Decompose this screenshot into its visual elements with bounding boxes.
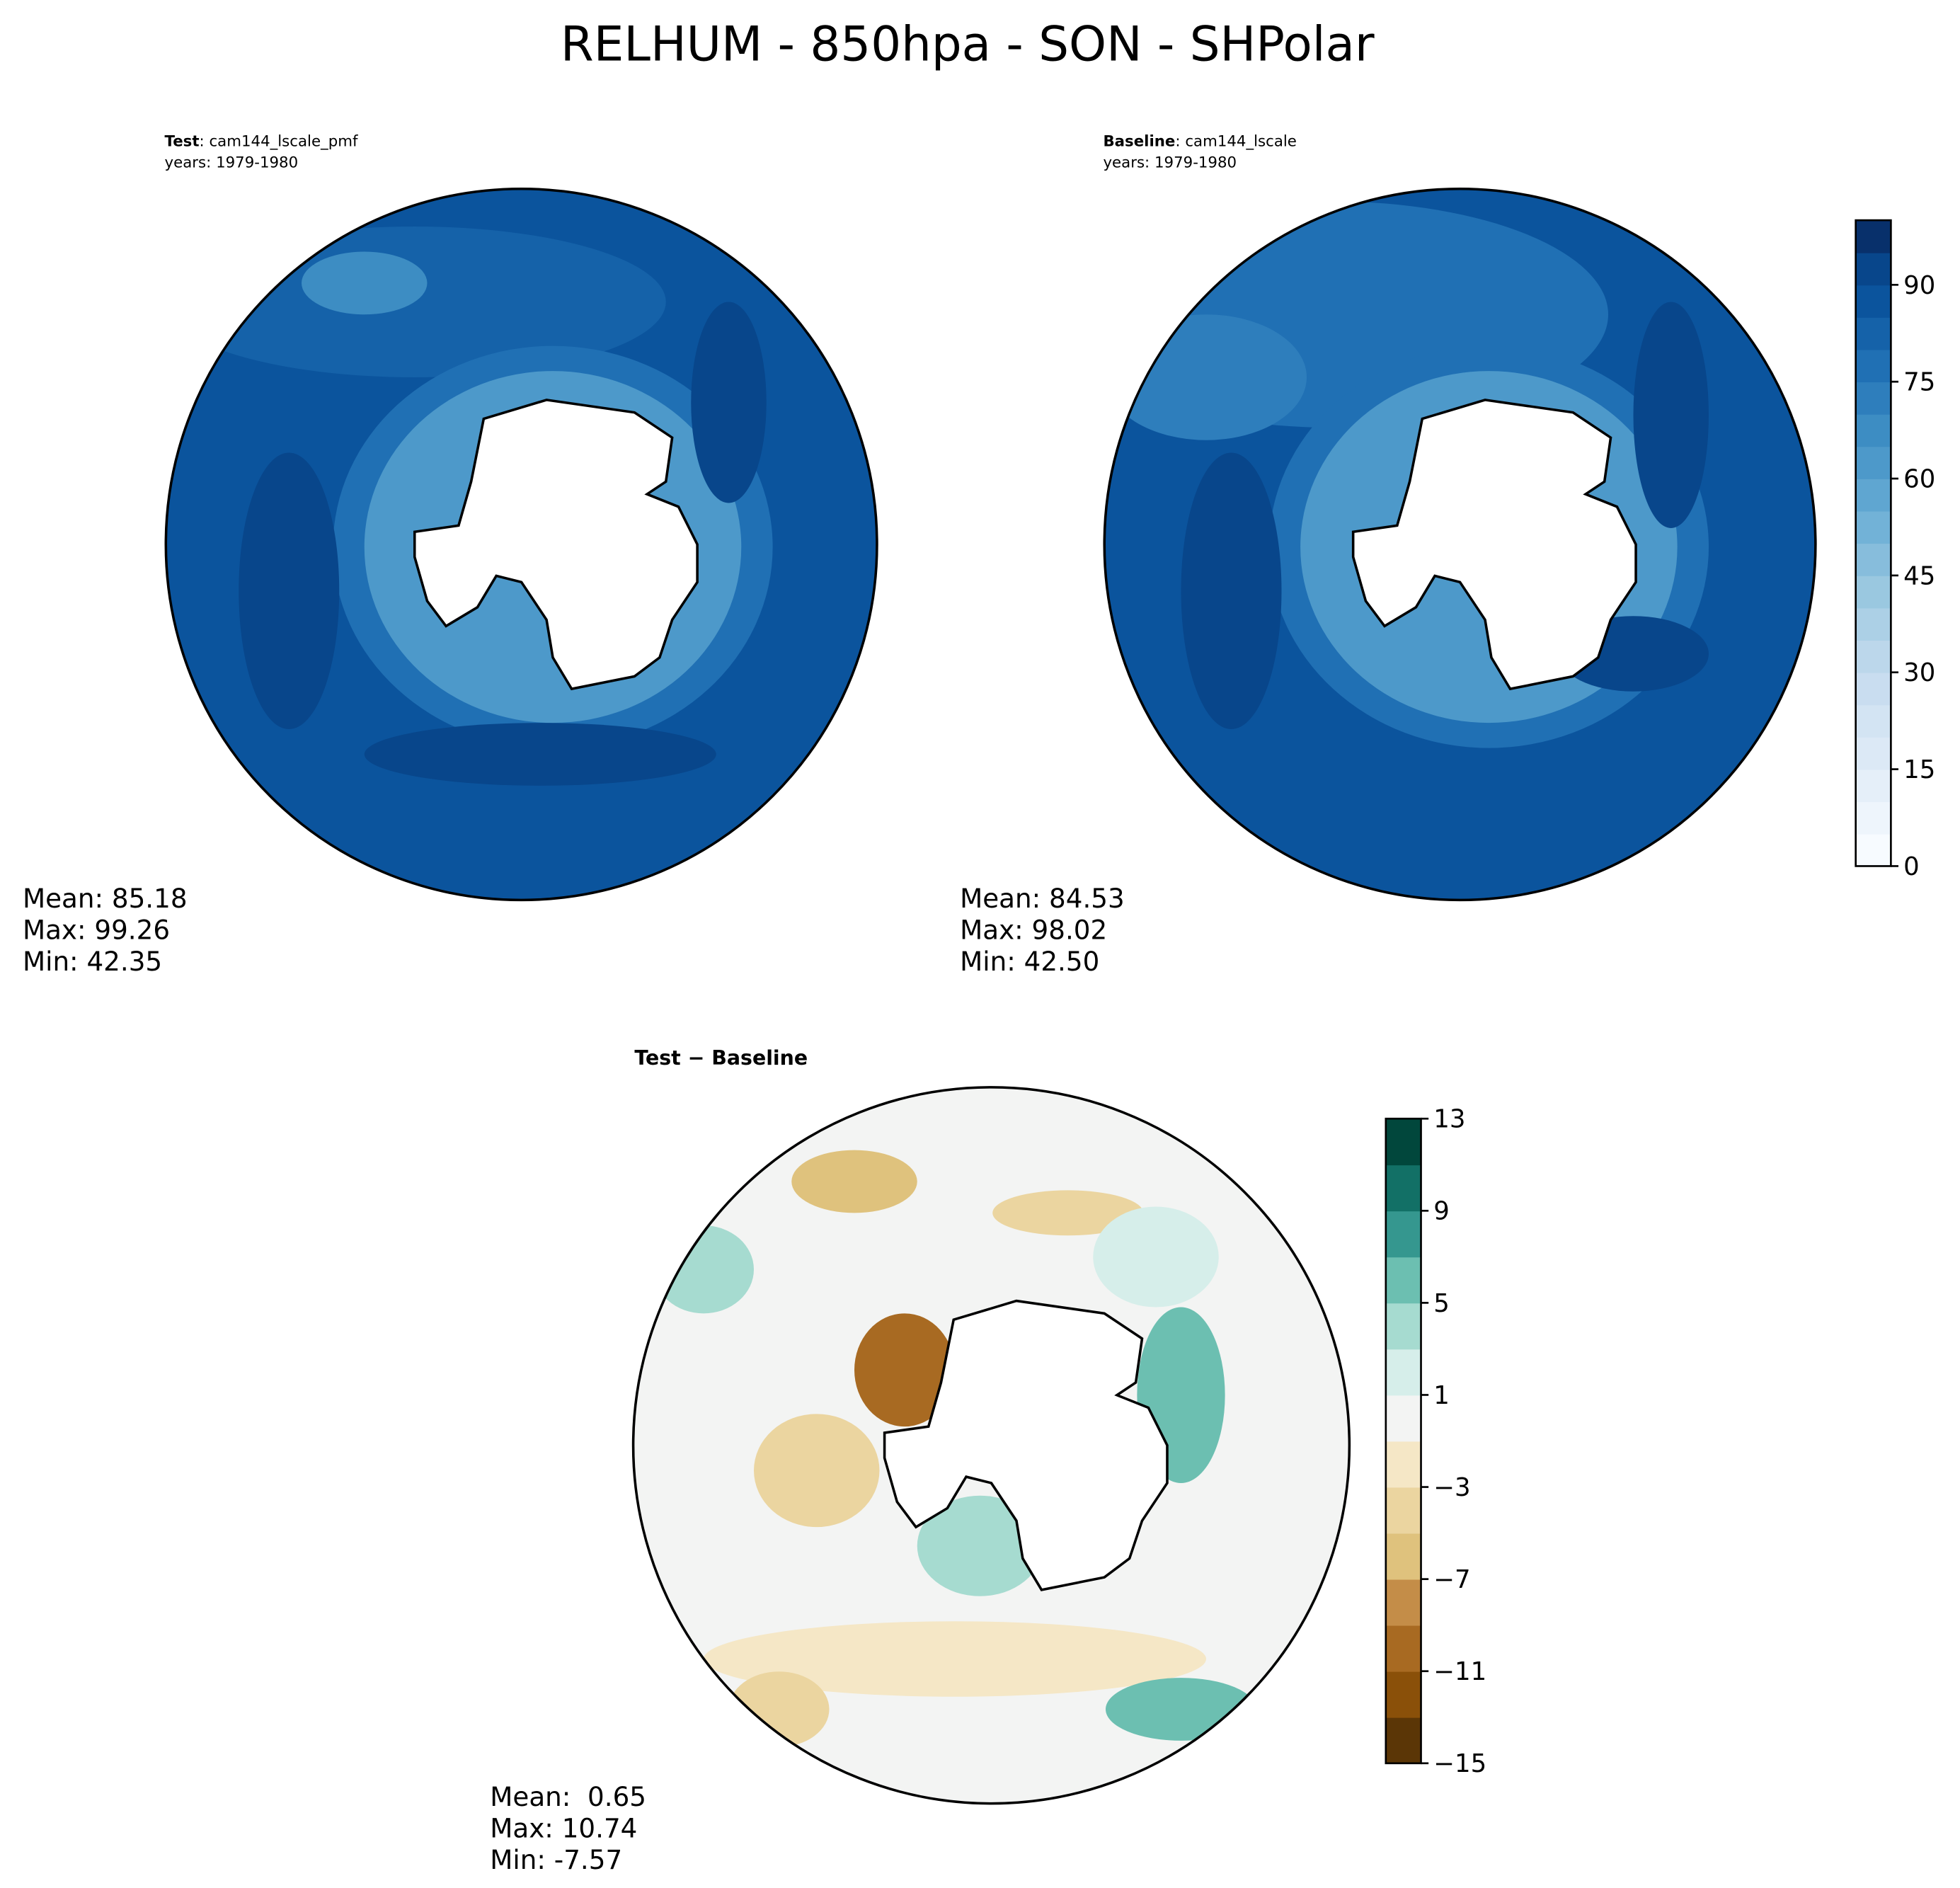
colorbar-band [1855, 833, 1891, 867]
colorbar-frame [1855, 219, 1892, 867]
colorbar-tick-label: 75 [1903, 368, 1935, 397]
colorbar-band [1855, 220, 1891, 253]
stat: Mean: 84.53 [960, 883, 1125, 914]
stat: Max: 99.26 [23, 914, 170, 945]
colorbar-band [1855, 446, 1891, 479]
years: years: 1979-1980 [1103, 154, 1237, 172]
colorbar-band [1385, 1671, 1421, 1718]
stat: Min: 42.35 [23, 946, 162, 977]
colorbar-band [1855, 736, 1891, 770]
colorbar-frame [1385, 1117, 1422, 1765]
colorbar-tick-label: 45 [1903, 561, 1935, 590]
colorbar-band [1385, 1303, 1421, 1350]
colorbar-band [1855, 413, 1891, 447]
panel-header: Test: cam144_lscale_pmf [165, 132, 358, 150]
colorbar-band [1855, 479, 1891, 512]
colorbar-tick-label: 1 [1433, 1381, 1450, 1410]
colorbar-band [1385, 1533, 1421, 1580]
colorbar-tick-label: −15 [1433, 1749, 1486, 1778]
colorbar-band [1855, 607, 1891, 641]
colorbar-tick-label: 5 [1433, 1289, 1450, 1318]
colorbar-band [1855, 543, 1891, 576]
colorbar-band [1855, 349, 1891, 383]
colorbar-tick-label: 0 [1903, 852, 1920, 881]
colorbar-band [1855, 510, 1891, 544]
years: years: 1979-1980 [165, 154, 299, 172]
colorbar-band [1855, 382, 1891, 415]
panel-header: Baseline: cam144_lscale [1103, 132, 1296, 150]
diff-title: Test − Baseline [634, 1046, 808, 1070]
colorbar-band [1855, 316, 1891, 350]
colorbar-tick-label: 30 [1903, 658, 1935, 687]
colorbar-band [1855, 801, 1891, 835]
case-label: Baseline [1103, 132, 1175, 150]
map-border [1103, 187, 1817, 902]
colorbar-tick-label: 15 [1903, 755, 1935, 784]
map-test [166, 188, 877, 900]
colorbar-band [1855, 285, 1891, 318]
colorbar-band [1385, 1349, 1421, 1396]
colorbar-band [1855, 704, 1891, 738]
colorbar-band [1855, 672, 1891, 706]
colorbar-band [1855, 640, 1891, 673]
colorbar-band [1385, 1395, 1421, 1442]
colorbar-band [1385, 1441, 1421, 1488]
case-name: : cam144_lscale [1175, 132, 1297, 150]
colorbar-tick-label: −3 [1433, 1473, 1470, 1502]
colorbar-tick-label: 90 [1903, 271, 1935, 300]
stat: Mean: 85.18 [23, 883, 188, 914]
colorbar-band [1855, 575, 1891, 609]
stat: Max: 10.74 [490, 1813, 637, 1844]
stat: Mean: 0.65 [490, 1781, 646, 1812]
map-baseline [1104, 188, 1816, 900]
colorbar-band [1385, 1625, 1421, 1672]
map-border [631, 1086, 1351, 1805]
colorbar-band [1385, 1119, 1421, 1166]
stat: Min: 42.50 [960, 946, 1099, 977]
map-difference [633, 1087, 1350, 1804]
colorbar-band [1385, 1487, 1421, 1534]
colorbar-band [1385, 1165, 1421, 1212]
colorbar-band [1855, 252, 1891, 286]
case-label: Test [165, 132, 200, 150]
colorbar-tick-label: −7 [1433, 1565, 1470, 1594]
colorbar-band [1385, 1257, 1421, 1304]
colorbar-band [1855, 769, 1891, 803]
colorbar-band [1385, 1579, 1421, 1626]
map-border [164, 187, 878, 902]
stat: Min: -7.57 [490, 1844, 622, 1875]
figure-title: RELHUM - 850hpa - SON - SHPolar [561, 16, 1375, 72]
colorbar-tick-label: 60 [1903, 464, 1935, 493]
colorbar-band [1385, 1717, 1421, 1764]
colorbar-band [1385, 1211, 1421, 1258]
colorbar-tick-label: −11 [1433, 1657, 1486, 1686]
colorbar-tick-label: 9 [1433, 1197, 1450, 1226]
stat: Max: 98.02 [960, 914, 1107, 945]
case-name: : cam144_lscale_pmf [200, 132, 358, 150]
colorbar-tick-label: 13 [1433, 1105, 1465, 1134]
